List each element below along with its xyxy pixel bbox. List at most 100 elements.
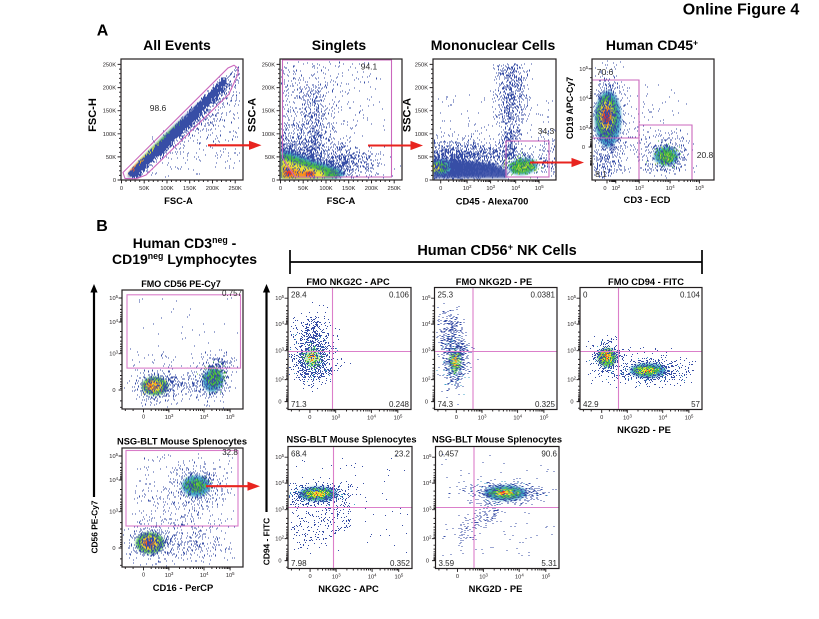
svg-text:CD56 PE-Cy7: CD56 PE-Cy7 [90,500,100,553]
svg-text:70.6: 70.6 [597,67,614,77]
svg-text:50K: 50K [418,155,428,161]
svg-text:103: 103 [579,124,588,132]
svg-text:0: 0 [279,186,282,192]
svg-text:74.3: 74.3 [438,400,454,409]
svg-text:102: 102 [423,535,432,543]
svg-text:104: 104 [275,479,284,487]
svg-text:Human CD56+ NK Cells: Human CD56+ NK Cells [417,242,576,259]
svg-text:105: 105 [226,413,235,421]
svg-text:CD45 - Alexa700: CD45 - Alexa700 [456,196,529,207]
svg-text:105: 105 [567,294,576,302]
svg-text:102: 102 [612,184,621,192]
svg-text:102: 102 [275,535,284,543]
svg-text:B: B [96,218,108,235]
svg-text:0: 0 [308,415,311,421]
svg-text:0: 0 [425,400,428,406]
svg-text:0: 0 [425,178,428,184]
svg-text:103: 103 [332,573,341,581]
svg-text:105: 105 [422,294,431,302]
svg-text:104: 104 [567,320,576,328]
svg-text:0.757: 0.757 [222,289,243,298]
svg-text:0: 0 [600,415,603,421]
svg-text:0: 0 [308,574,311,580]
svg-text:103: 103 [423,506,432,514]
svg-text:103: 103 [422,347,431,355]
svg-text:90.6: 90.6 [541,450,557,459]
svg-text:All Events: All Events [143,37,211,53]
svg-text:8.1: 8.1 [595,169,607,179]
svg-text:0: 0 [112,546,115,552]
svg-text:98.6: 98.6 [150,103,167,113]
svg-text:104: 104 [511,184,520,192]
svg-text:0: 0 [272,178,275,184]
svg-text:105: 105 [395,573,404,581]
svg-text:200K: 200K [262,86,275,92]
svg-text:50K: 50K [265,155,275,161]
svg-text:NKG2D - PE: NKG2D - PE [469,583,523,594]
svg-text:0.457: 0.457 [439,450,460,459]
svg-text:250K: 250K [415,62,428,68]
svg-text:NKG2D - PE: NKG2D - PE [617,424,671,435]
svg-text:A: A [97,23,109,40]
svg-text:104: 104 [666,184,675,192]
svg-text:Online Figure 4: Online Figure 4 [683,2,800,19]
svg-text:SSC-A: SSC-A [247,98,259,132]
svg-text:71.3: 71.3 [291,400,307,409]
svg-text:105: 105 [695,184,704,192]
svg-text:100K: 100K [160,186,173,192]
svg-text:250K: 250K [262,62,275,68]
svg-text:105: 105 [275,453,284,461]
svg-text:105: 105 [226,571,235,579]
svg-text:100K: 100K [319,186,332,192]
svg-text:104: 104 [109,476,118,484]
svg-text:NSG-BLT Mouse Splenocytes: NSG-BLT Mouse Splenocytes [432,434,562,444]
svg-text:105: 105 [685,414,694,422]
svg-text:104: 104 [275,320,284,328]
svg-text:103: 103 [478,414,487,422]
svg-text:NSG-BLT Mouse Splenocytes: NSG-BLT Mouse Splenocytes [286,434,416,444]
svg-text:0.106: 0.106 [389,291,410,300]
svg-text:103: 103 [165,413,174,421]
svg-text:32.8: 32.8 [222,448,238,457]
svg-text:0: 0 [278,559,281,565]
svg-text:0: 0 [120,186,123,192]
svg-text:0.325: 0.325 [535,400,556,409]
svg-text:103: 103 [275,506,284,514]
svg-text:0: 0 [570,400,573,406]
svg-text:FSC-A: FSC-A [164,195,193,206]
svg-text:0: 0 [582,145,585,151]
svg-text:200K: 200K [415,86,428,92]
svg-text:102: 102 [463,184,472,192]
svg-text:103: 103 [635,184,644,192]
svg-text:102: 102 [422,376,431,384]
svg-text:105: 105 [540,414,549,422]
svg-text:FMO CD56 PE-Cy7: FMO CD56 PE-Cy7 [141,279,221,289]
svg-text:57: 57 [691,400,700,409]
svg-text:103: 103 [332,414,341,422]
svg-text:250K: 250K [229,186,242,192]
svg-text:105: 105 [275,294,284,302]
svg-text:150K: 150K [103,109,116,115]
svg-text:150K: 150K [183,186,196,192]
svg-text:105: 105 [542,573,551,581]
svg-text:CD16 - PerCP: CD16 - PerCP [153,582,213,593]
svg-text:104: 104 [109,318,118,326]
svg-text:150K: 150K [262,109,275,115]
svg-text:250K: 250K [388,186,401,192]
svg-text:104: 104 [367,414,376,422]
svg-text:105: 105 [394,414,403,422]
svg-text:20.8: 20.8 [697,150,714,160]
svg-text:105: 105 [423,453,432,461]
svg-text:103: 103 [165,571,174,579]
svg-text:Mononuclear Cells: Mononuclear Cells [431,37,556,53]
svg-text:104: 104 [423,479,432,487]
svg-text:0: 0 [142,573,145,579]
svg-text:50K: 50K [139,186,149,192]
svg-text:42.9: 42.9 [583,400,599,409]
svg-text:0: 0 [439,186,442,192]
svg-text:103: 103 [109,350,118,358]
svg-text:0: 0 [583,291,588,300]
svg-text:104: 104 [368,573,377,581]
svg-text:28.4: 28.4 [291,291,307,300]
svg-text:0.104: 0.104 [680,291,701,300]
